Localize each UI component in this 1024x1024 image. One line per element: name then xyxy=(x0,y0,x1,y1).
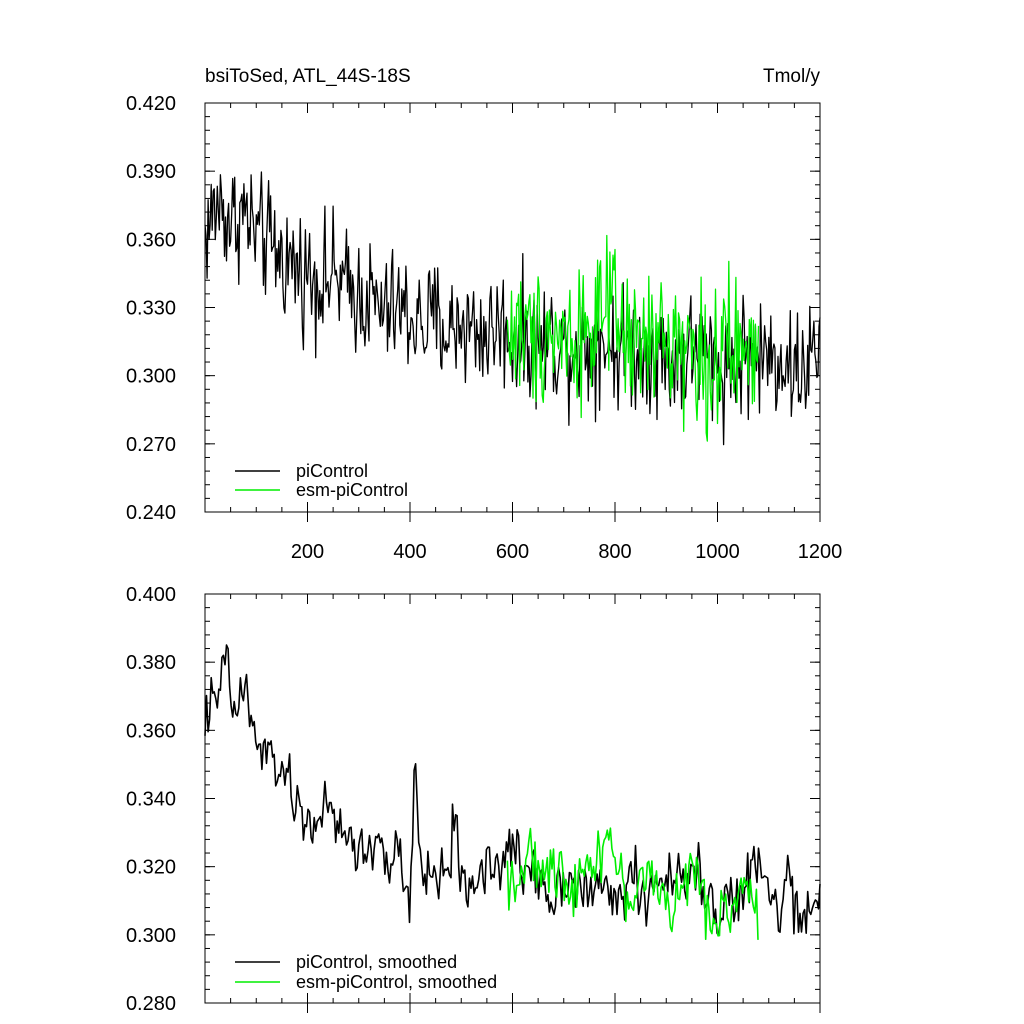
y-tick-label: 0.360 xyxy=(126,720,176,742)
legend-label-picontrol: piControl xyxy=(296,461,368,481)
y-tick-label: 0.390 xyxy=(126,161,176,183)
y-tick-label: 0.300 xyxy=(126,925,176,947)
y-tick-label: 0.420 xyxy=(126,93,176,115)
x-tick-label: 1200 xyxy=(798,541,843,563)
x-tick-label: 600 xyxy=(496,541,529,563)
panel-top: bsiToSed, ATL_44S-18S Tmol/y 0.2400.2700… xyxy=(126,66,842,563)
legend-label-picontrol-smoothed: piControl, smoothed xyxy=(296,952,457,972)
y-tick-label: 0.280 xyxy=(126,993,176,1015)
panel-bottom: 0.280 0.300 0.320 0.340 0.360 0.380 0.400 piCo… xyxy=(126,584,821,1015)
units-label: Tmol/y xyxy=(763,66,821,87)
y-tick-label: 0.340 xyxy=(126,789,176,811)
legend-bottom: piControl, smoothed esm-piControl, smoot… xyxy=(235,952,497,992)
legend-label-esm-picontrol: esm-piControl xyxy=(296,480,408,500)
series-layer-top xyxy=(204,171,821,446)
series-line-picontrol xyxy=(204,171,821,446)
x-tick-label: 400 xyxy=(393,541,426,563)
y-tick-label: 0.270 xyxy=(126,434,176,456)
series-line-esm-picontrol xyxy=(506,234,760,442)
y-tick-label: 0.240 xyxy=(126,502,176,524)
legend-top: piControl esm-piControl xyxy=(235,461,408,500)
y-tick-label: 0.400 xyxy=(126,584,176,606)
series-layer-bottom xyxy=(204,644,821,941)
x-tick-label: 1000 xyxy=(695,541,740,563)
y-tick-label: 0.300 xyxy=(126,366,176,388)
y-tick-label: 0.360 xyxy=(126,229,176,251)
legend-label-esm-picontrol-smoothed: esm-piControl, smoothed xyxy=(296,972,497,992)
axes-top: 0.240 0.270 0.300 0.330 0.360 0.390 0.420 200 40… xyxy=(126,93,842,563)
axes-bottom: 0.280 0.300 0.320 0.340 0.360 0.380 0.400 xyxy=(126,584,821,1015)
x-tick-label: 200 xyxy=(291,541,324,563)
y-tick-label: 0.330 xyxy=(126,298,176,320)
chart-title: bsiToSed, ATL_44S-18S xyxy=(205,66,411,87)
x-tick-label: 800 xyxy=(598,541,631,563)
y-tick-label: 0.380 xyxy=(126,652,176,674)
y-tick-label: 0.320 xyxy=(126,857,176,879)
series-line-esm-picontrol-smoothed xyxy=(506,827,759,941)
